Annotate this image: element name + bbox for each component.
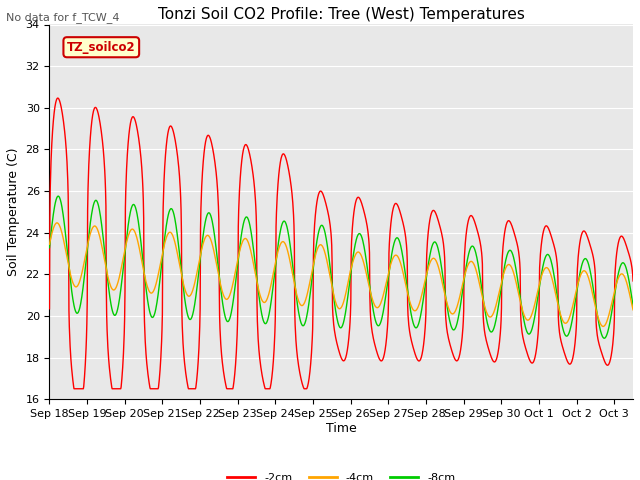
-8cm: [54, 193, 62, 199]
-8cm: [306, 296, 314, 301]
-8cm: [294, 302, 301, 308]
-2cm: [70, 386, 78, 392]
Text: No data for f_TCW_4: No data for f_TCW_4: [6, 12, 120, 23]
-4cm: [115, 276, 123, 282]
-8cm: [115, 300, 123, 306]
-8cm: [45, 245, 53, 251]
Title: Tonzi Soil CO2 Profile: Tree (West) Temperatures: Tonzi Soil CO2 Profile: Tree (West) Temp…: [158, 7, 525, 22]
-2cm: [45, 306, 53, 312]
-8cm: [629, 303, 637, 309]
X-axis label: Time: Time: [326, 421, 356, 435]
Legend: -2cm, -4cm, -8cm: -2cm, -4cm, -8cm: [223, 468, 460, 480]
-2cm: [306, 369, 314, 374]
Text: TZ_soilco2: TZ_soilco2: [67, 41, 136, 54]
-8cm: [600, 336, 608, 341]
-2cm: [629, 278, 637, 284]
-4cm: [316, 242, 324, 248]
-4cm: [53, 220, 61, 226]
-4cm: [629, 307, 637, 313]
-4cm: [294, 295, 301, 300]
Line: -2cm: -2cm: [49, 98, 633, 389]
-8cm: [91, 198, 99, 204]
Line: -4cm: -4cm: [49, 223, 633, 326]
-2cm: [115, 386, 123, 392]
-2cm: [92, 105, 99, 110]
-2cm: [317, 188, 324, 194]
-4cm: [599, 324, 607, 329]
Line: -8cm: -8cm: [49, 196, 633, 338]
-2cm: [378, 357, 386, 363]
-8cm: [316, 225, 324, 230]
-4cm: [45, 241, 53, 247]
-2cm: [54, 95, 61, 101]
-4cm: [91, 223, 99, 229]
-4cm: [378, 297, 386, 302]
-4cm: [306, 281, 314, 287]
-2cm: [294, 358, 301, 363]
Y-axis label: Soil Temperature (C): Soil Temperature (C): [7, 147, 20, 276]
-8cm: [378, 315, 386, 321]
